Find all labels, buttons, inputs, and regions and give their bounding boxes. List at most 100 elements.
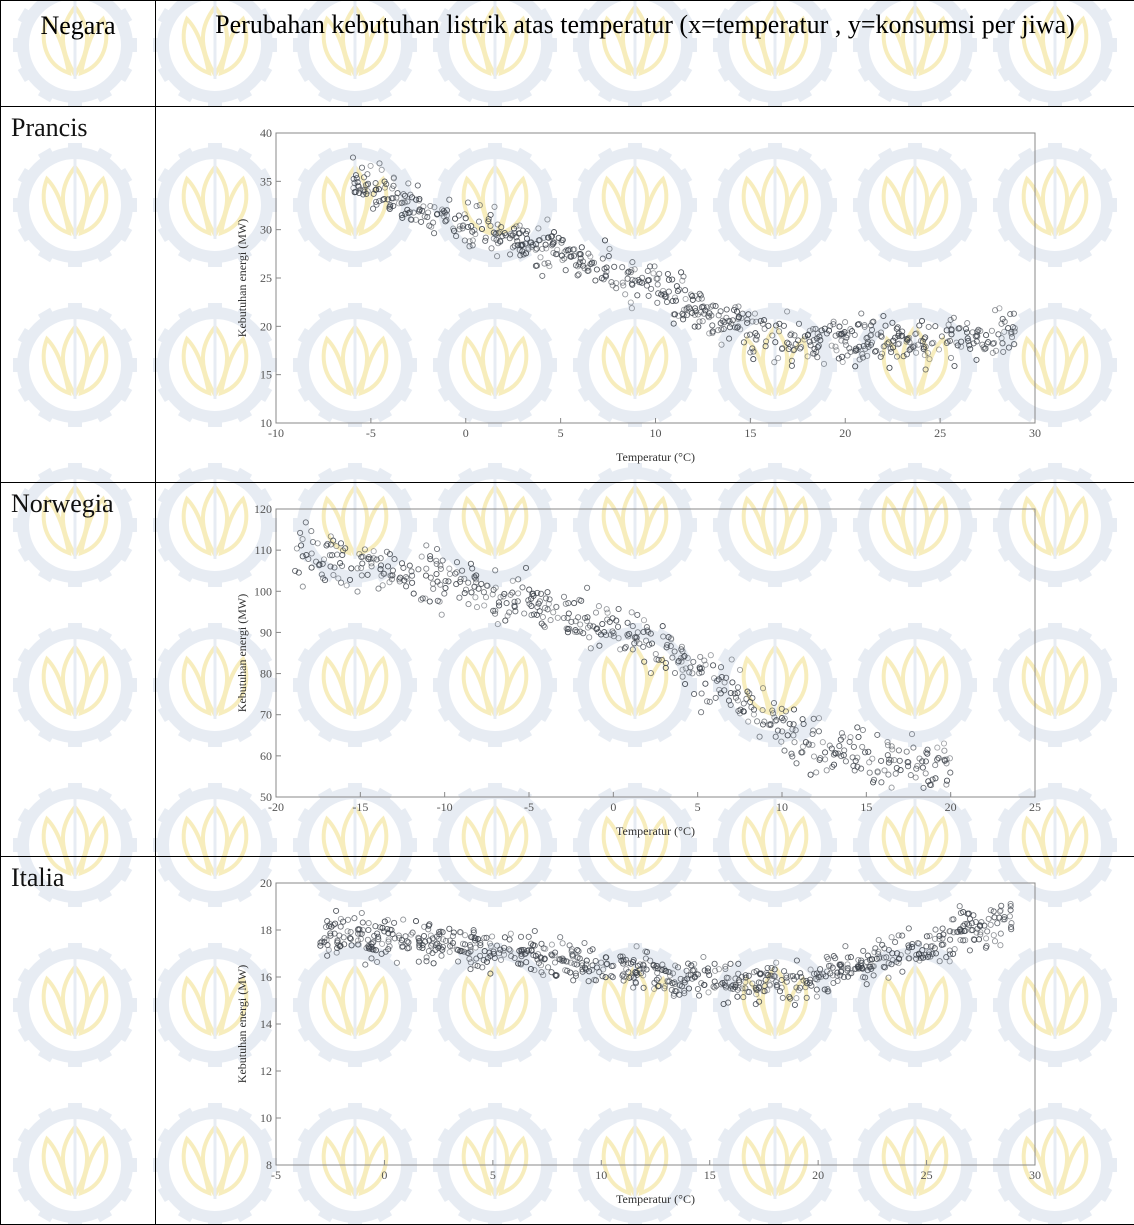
data-point: [697, 291, 702, 296]
data-point: [695, 986, 700, 991]
data-point: [379, 167, 384, 172]
table-header-row: Negara Perubahan kebutuhan listrik atas …: [1, 1, 1134, 107]
data-point: [1009, 335, 1014, 340]
data-point: [708, 653, 713, 658]
data-point: [392, 557, 397, 562]
data-point: [727, 325, 732, 330]
data-point: [787, 721, 792, 726]
data-point: [893, 940, 898, 945]
data-point: [805, 354, 810, 359]
data-point: [871, 973, 876, 978]
data-point: [804, 995, 809, 1000]
data-point: [462, 238, 467, 243]
data-point: [483, 235, 488, 240]
data-point: [424, 566, 429, 571]
x-tick-label: -5: [366, 426, 376, 440]
data-point: [359, 573, 364, 578]
data-point: [876, 937, 881, 942]
data-point: [937, 959, 942, 964]
data-point: [510, 578, 515, 583]
y-tick-label: 20: [260, 319, 272, 333]
data-point: [380, 941, 385, 946]
data-point: [948, 355, 953, 360]
data-point: [467, 244, 472, 249]
data-point: [911, 745, 916, 750]
data-point: [315, 541, 320, 546]
data-point: [520, 585, 525, 590]
data-point: [644, 625, 649, 630]
data-point: [670, 277, 675, 282]
data-point: [454, 234, 459, 239]
data-point: [727, 336, 732, 341]
country-label: Prancis: [1, 107, 156, 483]
data-point: [718, 665, 723, 670]
data-point: [782, 748, 787, 753]
data-point: [789, 358, 794, 363]
data-point: [719, 342, 724, 347]
data-point: [642, 659, 647, 664]
data-point: [524, 236, 529, 241]
data-point: [376, 586, 381, 591]
data-point: [968, 346, 973, 351]
data-point: [680, 674, 685, 679]
x-axis-label: Temperatur (°C): [616, 824, 695, 838]
data-point: [457, 595, 462, 600]
data-point: [867, 770, 872, 775]
data-point: [818, 967, 823, 972]
data-point: [791, 707, 796, 712]
country-label: Norwegia: [1, 483, 156, 857]
data-point: [326, 947, 331, 952]
data-point: [985, 929, 990, 934]
data-point: [814, 770, 819, 775]
data-point: [870, 756, 875, 761]
data-point: [498, 957, 503, 962]
data-point: [454, 570, 459, 575]
data-point: [625, 276, 630, 281]
data-point: [746, 312, 751, 317]
data-point: [1006, 345, 1011, 350]
data-point: [542, 261, 547, 266]
data-point: [763, 977, 768, 982]
data-point: [728, 690, 733, 695]
data-point: [587, 635, 592, 640]
data-point: [543, 596, 548, 601]
data-point: [629, 306, 634, 311]
data-point: [722, 688, 727, 693]
data-point: [780, 995, 785, 1000]
y-tick-label: 120: [254, 502, 272, 516]
data-point: [933, 763, 938, 768]
data-point: [404, 939, 409, 944]
data-point: [774, 960, 779, 965]
data-point: [971, 913, 976, 918]
data-point: [675, 289, 680, 294]
data-point: [344, 583, 349, 588]
data-point: [508, 931, 513, 936]
data-point: [699, 691, 704, 696]
data-point: [810, 731, 815, 736]
data-point: [551, 610, 556, 615]
data-point: [428, 575, 433, 580]
x-axis-label: Temperatur (°C): [616, 450, 695, 464]
x-tick-label: 20: [812, 1168, 824, 1182]
data-point: [419, 219, 424, 224]
data-point: [879, 780, 884, 785]
data-point: [692, 324, 697, 329]
data-point: [635, 293, 640, 298]
data-point: [439, 953, 444, 958]
data-point: [545, 590, 550, 595]
data-point: [483, 595, 488, 600]
data-point: [843, 320, 848, 325]
data-point: [986, 916, 991, 921]
data-point: [886, 975, 891, 980]
data-point: [460, 568, 465, 573]
data-point: [368, 163, 373, 168]
data-point: [309, 529, 314, 534]
data-point: [447, 566, 452, 571]
data-point: [1008, 312, 1013, 317]
data-point: [635, 612, 640, 617]
data-point: [365, 572, 370, 577]
data-point: [672, 649, 677, 654]
data-point: [889, 785, 894, 790]
data-point: [470, 566, 475, 571]
